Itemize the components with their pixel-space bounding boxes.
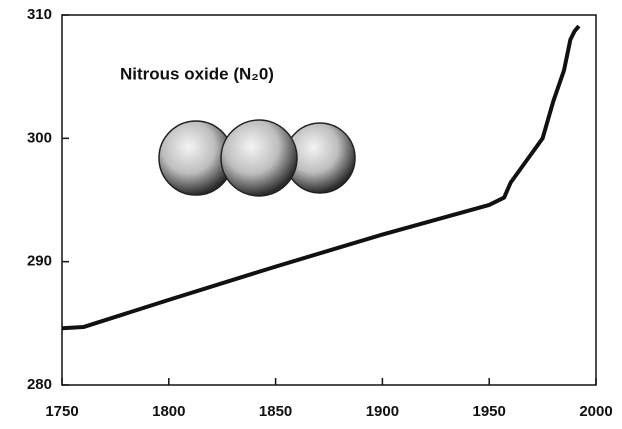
y-tick-label: 290 [27, 253, 52, 270]
y-tick-label: 300 [27, 129, 52, 146]
annotation: Nitrous oxide (N₂0) [120, 64, 274, 83]
x-tick-label: 1750 [45, 403, 78, 420]
x-tick-label: 1950 [473, 403, 506, 420]
y-tick-label: 310 [27, 6, 52, 23]
y-tick-label: 280 [27, 376, 52, 393]
x-tick-label: 2000 [579, 403, 612, 420]
molecule-illustration [158, 119, 356, 197]
x-tick-label: 1900 [366, 403, 399, 420]
x-tick-label: 1850 [259, 403, 292, 420]
data-line [61, 24, 581, 331]
plot-frame [61, 14, 597, 386]
x-tick-label: 1800 [152, 403, 185, 420]
